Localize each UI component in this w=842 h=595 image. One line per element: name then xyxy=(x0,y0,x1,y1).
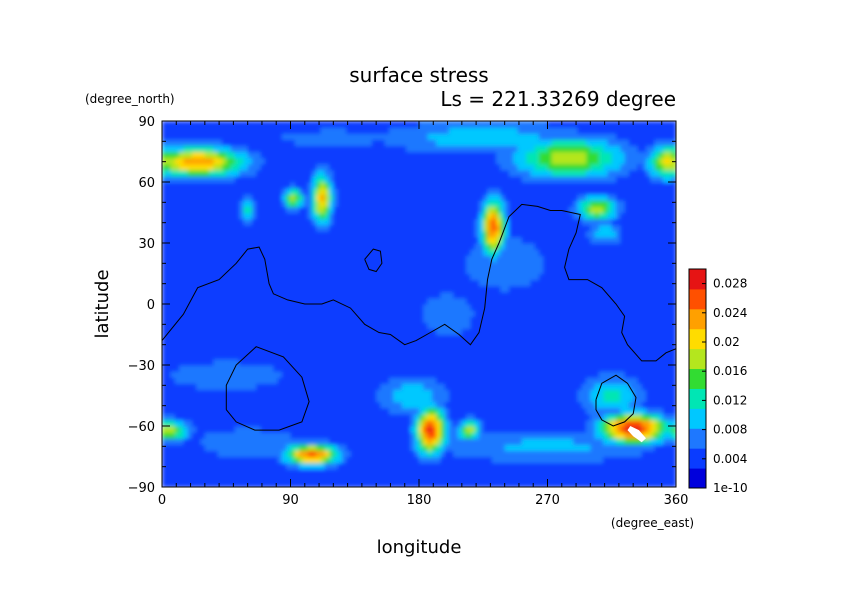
y-tick-label: −90 xyxy=(128,481,155,496)
colorbar-segment xyxy=(689,428,706,449)
colorbar-segment xyxy=(689,269,706,290)
x-axis-ticks: 0 90 180 270 360 xyxy=(158,121,689,508)
x-axis-units: (degree_east) xyxy=(611,516,694,530)
contour-line-2 xyxy=(364,248,383,273)
heatmap-field xyxy=(162,121,676,487)
x-tick-label: 180 xyxy=(407,493,432,508)
x-tick-label: 90 xyxy=(282,493,299,508)
chart-subtitle: Ls = 221.33269 degree xyxy=(440,87,676,111)
x-tick-label: 0 xyxy=(158,493,166,508)
heatmap-cells xyxy=(162,121,676,487)
colorbar-gradient xyxy=(689,269,706,489)
colorbar-tick-label: 0.008 xyxy=(713,423,747,437)
y-tick-label: 0 xyxy=(147,298,155,313)
y-tick-label: 90 xyxy=(138,115,155,130)
colorbar-tick-label: 0.004 xyxy=(713,452,747,466)
colorbar-segment xyxy=(689,388,706,409)
saturated-region xyxy=(627,426,646,443)
colorbar-tick-label: 0.028 xyxy=(713,277,747,291)
x-axis-label: longitude xyxy=(377,537,462,558)
colorbar-ticks: 1e-10 0.004 0.008 0.012 0.016 0.02 0.024 0.028 xyxy=(702,277,748,495)
chart-title: surface stress xyxy=(349,63,488,87)
colorbar-segment xyxy=(689,288,706,310)
contour-lines xyxy=(162,203,676,431)
colorbar-frame xyxy=(688,268,707,489)
colorbar-tick-label: 0.016 xyxy=(713,364,747,378)
colorbar-segment xyxy=(689,448,706,469)
x-tick-label: 270 xyxy=(535,493,560,508)
x-tick-label: 360 xyxy=(664,493,689,508)
contour-line-3 xyxy=(225,346,310,431)
y-axis-ticks: 90 60 30 0 −30 −60 −90 xyxy=(128,115,676,496)
colorbar: 1e-10 0.004 0.008 0.012 0.016 0.02 0.024 0.028 xyxy=(688,268,748,495)
y-tick-label: −60 xyxy=(128,420,155,435)
colorbar-segment xyxy=(689,348,706,370)
y-axis-units: (degree_north) xyxy=(85,92,175,106)
colorbar-segment xyxy=(689,368,706,389)
colorbar-segment xyxy=(689,408,706,429)
y-tick-label: −30 xyxy=(128,359,155,374)
colorbar-segment xyxy=(689,308,706,330)
colorbar-tick-label: 0.024 xyxy=(713,306,747,320)
y-tick-label: 30 xyxy=(138,237,155,252)
contour-line-1 xyxy=(162,203,676,362)
y-tick-label: 60 xyxy=(138,176,155,191)
y-axis-label: latitude xyxy=(92,269,113,338)
colorbar-tick-label: 0.02 xyxy=(713,335,740,349)
colorbar-tick-label: 1e-10 xyxy=(713,481,748,495)
colorbar-segment xyxy=(689,468,706,489)
colorbar-segment xyxy=(689,328,706,350)
contour-line-4 xyxy=(595,374,637,427)
plot-area xyxy=(161,120,677,488)
colorbar-tick-label: 0.012 xyxy=(713,393,747,407)
